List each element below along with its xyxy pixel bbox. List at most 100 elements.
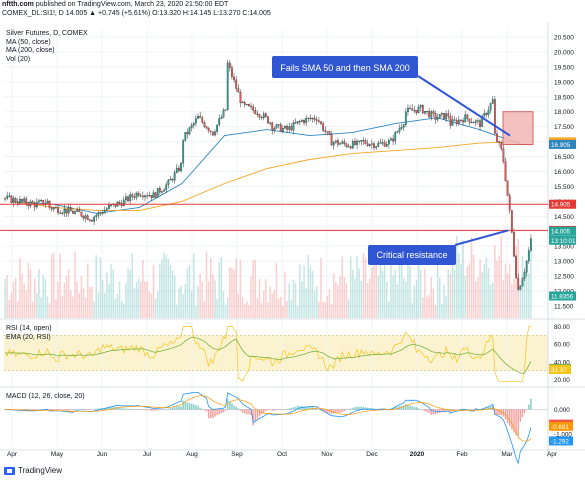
macd-histogram-bar — [294, 406, 297, 410]
macd-histogram-bar — [358, 406, 360, 410]
candle-body — [362, 140, 365, 142]
candle-body — [201, 117, 204, 123]
macd-histogram-bar — [50, 409, 53, 411]
macd-histogram-bar — [44, 408, 47, 410]
candle-body — [491, 99, 494, 104]
candle-body — [449, 116, 452, 126]
price-label-box — [549, 226, 576, 236]
macd-histogram-bar — [260, 409, 263, 415]
y-tick-label: 12.500 — [554, 274, 574, 281]
candle-body — [375, 146, 378, 148]
macd-histogram-bar — [349, 408, 352, 410]
macd-histogram-bar — [422, 409, 424, 411]
price-label-box — [549, 199, 576, 209]
macd-histogram-bar — [246, 409, 248, 415]
macd-histogram-bar — [328, 409, 331, 414]
macd-histogram-bar — [341, 409, 343, 413]
macd-histogram-bar — [250, 409, 252, 415]
candle-body — [436, 117, 439, 120]
macd-histogram-bar — [324, 409, 326, 413]
x-tick-label: Apr — [7, 451, 18, 458]
candle-body — [383, 142, 386, 147]
candle-body — [417, 106, 420, 113]
macd-histogram-bar — [248, 409, 250, 415]
candle-body — [141, 195, 144, 198]
macd-histogram-bar — [176, 406, 178, 410]
macd-histogram-bar — [290, 407, 293, 410]
candle-body — [309, 117, 312, 120]
candle-body — [65, 208, 68, 214]
candle-body — [466, 114, 469, 119]
macd-tick-label: -1.000 — [554, 431, 572, 438]
macd-histogram-bar — [229, 401, 231, 410]
candle-body — [426, 110, 428, 113]
legend-macd: MACD (12, 26, close, 20) — [6, 393, 85, 400]
macd-histogram-bar — [112, 407, 114, 410]
candle-body — [477, 120, 479, 122]
x-tick-label: Aug — [186, 451, 198, 458]
candle-body — [368, 144, 371, 147]
tradingview-brand[interactable]: TradingView — [4, 466, 62, 475]
macd-histogram-bar — [515, 409, 517, 436]
macd-histogram-bar — [203, 409, 206, 411]
candle-body — [419, 105, 422, 108]
macd-histogram-bar — [500, 409, 502, 416]
candle-body — [290, 126, 293, 131]
candle-body — [169, 179, 172, 181]
candle-body — [500, 142, 503, 149]
candle-body — [25, 198, 28, 205]
candle-body — [366, 143, 369, 147]
macd-histogram-bar — [364, 407, 367, 410]
candle-body — [279, 124, 282, 132]
candle-body — [150, 195, 153, 198]
candle-body — [493, 99, 496, 134]
candle-body — [211, 131, 214, 136]
candle-body — [468, 118, 471, 123]
candle-body — [462, 120, 464, 123]
x-tick-label: Oct — [277, 451, 287, 458]
macd-histogram-bar — [316, 408, 318, 410]
x-tick-label: Apr — [547, 451, 558, 458]
candle-body — [125, 196, 127, 201]
rsi-tick-label: 60.00 — [554, 342, 570, 349]
candle-body — [464, 114, 467, 123]
macd-histogram-bar — [394, 407, 396, 410]
macd-histogram-bar — [530, 398, 532, 410]
candle-body — [105, 208, 108, 211]
candle-body — [127, 196, 129, 202]
candle-body — [80, 211, 83, 217]
macd-histogram-bar — [392, 408, 394, 410]
author-name[interactable]: nftth.com — [2, 1, 34, 8]
sma-note-box — [272, 56, 418, 78]
candle-body — [513, 232, 515, 257]
macd-histogram-bar — [411, 406, 413, 410]
candle-body — [402, 124, 405, 128]
macd-histogram-bar — [154, 409, 157, 411]
candle-body — [72, 210, 74, 214]
candle-body — [275, 124, 278, 129]
candle-body — [303, 120, 305, 124]
candle-body — [349, 146, 352, 149]
candle-body — [430, 111, 433, 118]
candle-body — [69, 207, 72, 212]
macd-histogram-bar — [184, 401, 187, 410]
macd-histogram-bar — [190, 403, 193, 410]
candle-body — [373, 143, 375, 148]
candle-body — [82, 215, 85, 219]
candle-body — [379, 142, 382, 144]
y-tick-label: 15.500 — [554, 184, 574, 191]
candle-body — [61, 212, 64, 214]
candle-body — [315, 119, 318, 121]
candle-body — [21, 199, 23, 202]
candle-body — [214, 131, 216, 136]
candle-body — [460, 119, 462, 121]
macd-histogram-bar — [197, 405, 199, 410]
price-label-box — [549, 139, 576, 149]
macd-histogram-bar — [135, 408, 138, 410]
macd-histogram-bar — [233, 405, 235, 410]
macd-histogram-bar — [231, 403, 233, 410]
macd-histogram-bar — [362, 406, 365, 410]
candle-body — [163, 189, 165, 192]
macd-histogram-bar — [256, 409, 259, 419]
